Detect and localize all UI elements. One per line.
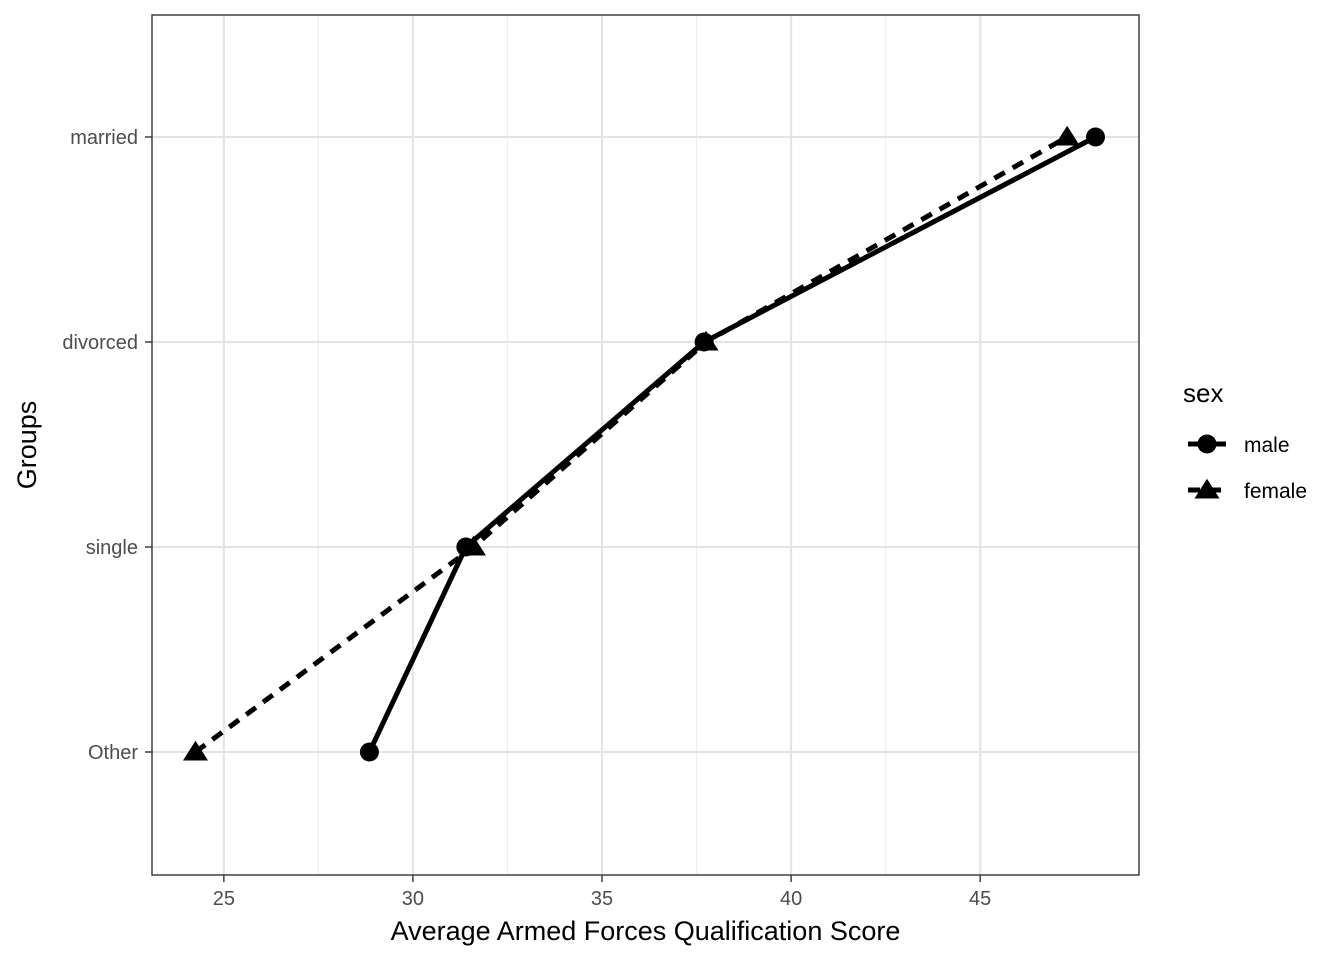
point-female: [693, 330, 719, 351]
y-tick-label: Other: [88, 742, 138, 764]
legend-key-marker-male: [1197, 434, 1217, 454]
legend-title: sex: [1183, 378, 1223, 408]
point-male: [1086, 127, 1106, 147]
point-female: [182, 740, 208, 761]
y-tick-label: single: [86, 537, 138, 559]
x-tick-label: 40: [780, 888, 802, 910]
series-line-female: [194, 134, 1069, 755]
x-tick-label: 45: [969, 888, 991, 910]
grid: [152, 15, 1139, 875]
x-tick-label: 35: [591, 888, 613, 910]
point-female: [460, 535, 486, 556]
legend: sex male female: [1183, 378, 1307, 503]
x-tick-label: 30: [402, 888, 424, 910]
series-line-male: [367, 134, 1097, 754]
y-tick-label: divorced: [62, 332, 138, 354]
legend-label-male: male: [1244, 434, 1290, 457]
legend-key-marker-female: [1194, 478, 1220, 499]
axes: 25 30 35 40 45 Other single divorced married: [62, 127, 991, 910]
x-tick-label: 25: [213, 888, 235, 910]
series-layer: [182, 125, 1106, 762]
legend-label-female: female: [1244, 480, 1307, 503]
y-tick-label: married: [70, 127, 138, 149]
y-axis-label: Groups: [12, 401, 42, 490]
panel-border: [151, 14, 1140, 876]
point-female: [1054, 125, 1080, 146]
x-axis-label: Average Armed Forces Qualification Score: [391, 916, 901, 946]
point-male: [359, 742, 379, 762]
